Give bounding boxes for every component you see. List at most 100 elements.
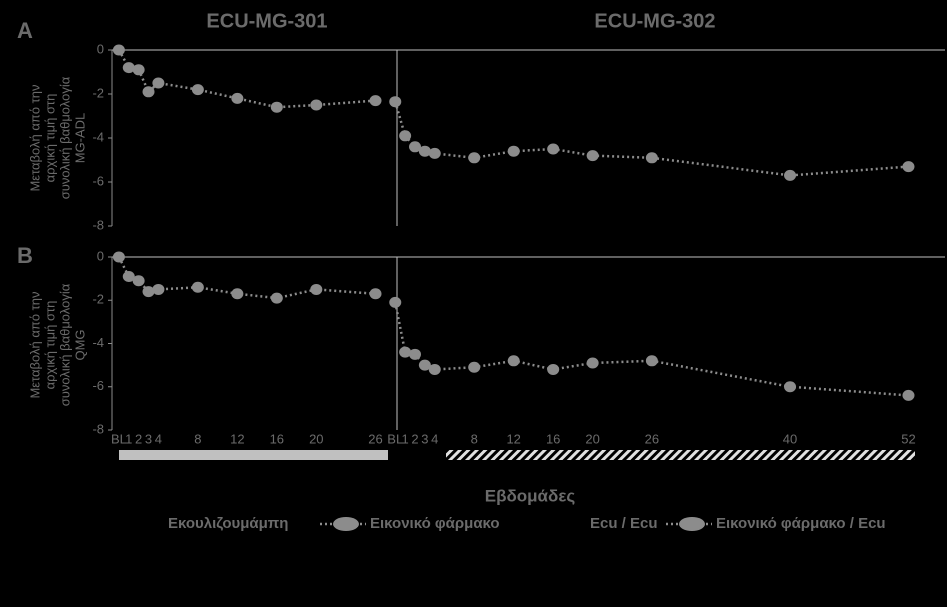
data-point (369, 95, 382, 107)
data-point (132, 64, 145, 76)
data-point (547, 143, 560, 155)
x-tick-label: 26 (368, 431, 382, 446)
x-tick-label: 40 (783, 431, 797, 446)
x-tick-label: 12 (230, 431, 244, 446)
data-point (191, 84, 204, 96)
data-point (310, 99, 323, 111)
data-point (418, 359, 431, 371)
y-tick-label: 0 (97, 41, 104, 56)
x-tick-label: 1 (402, 431, 409, 446)
data-point (122, 62, 135, 74)
data-point (231, 92, 244, 104)
data-point (428, 147, 441, 159)
data-point (142, 286, 155, 298)
data-point (152, 283, 165, 295)
data-point (547, 363, 560, 375)
data-point (468, 152, 481, 164)
period-bar (446, 450, 915, 460)
x-tick-label: 8 (194, 431, 201, 446)
y-tick-label: -4 (92, 129, 104, 144)
x-tick-label: 2 (411, 431, 418, 446)
data-point (784, 169, 797, 181)
x-tick-label: 4 (155, 431, 162, 446)
legend-label: Ecu / Ecu (590, 515, 658, 532)
data-point (142, 86, 155, 98)
series-line (394, 101, 909, 177)
x-axis-label: Εβδομάδες (485, 486, 576, 505)
data-point (152, 77, 165, 89)
y-axis-label: QMG (72, 329, 87, 360)
x-tick-label: 52 (901, 431, 915, 446)
data-point (784, 381, 797, 393)
legend-marker (333, 517, 359, 531)
y-tick-label: -6 (92, 173, 104, 188)
data-point (270, 101, 283, 113)
panel-label: A (17, 18, 33, 43)
data-point (369, 288, 382, 300)
x-tick-label: 8 (471, 431, 478, 446)
y-axis-label: MG-ADL (72, 113, 87, 164)
y-axis-label: Μεταβολή από την (27, 84, 42, 191)
x-tick-label: 16 (270, 431, 284, 446)
data-point (191, 281, 204, 293)
period-bar (119, 450, 388, 460)
y-tick-label: -2 (92, 85, 104, 100)
data-point (112, 44, 125, 56)
y-tick-label: -8 (92, 421, 104, 436)
y-axis-label: συνολική βαθμολογία (57, 283, 72, 406)
x-tick-label: 26 (645, 431, 659, 446)
x-tick-label: 16 (546, 431, 560, 446)
legend-label: Εκουλιζουμάμπη (168, 515, 288, 532)
series-line (117, 256, 376, 300)
x-tick-label: 20 (585, 431, 599, 446)
data-point (645, 355, 658, 367)
data-point (112, 251, 125, 263)
x-tick-label: 1 (125, 431, 132, 446)
data-point (902, 161, 915, 173)
data-point (389, 96, 402, 108)
x-tick-label: 3 (145, 431, 152, 446)
series-line (394, 302, 909, 397)
x-tick-label: BL (387, 431, 403, 446)
data-point (428, 363, 441, 375)
y-axis-label: συνολική βαθμολογία (57, 76, 72, 199)
data-point (586, 357, 599, 369)
y-axis-label: Μεταβολή από την (27, 291, 42, 398)
data-point (122, 270, 135, 282)
legend-marker (679, 517, 705, 531)
x-tick-label: 4 (431, 431, 438, 446)
data-point (132, 275, 145, 287)
x-tick-label: BL (111, 431, 127, 446)
data-point (408, 141, 421, 153)
data-point (507, 145, 520, 157)
data-point (408, 348, 421, 360)
x-tick-label: 12 (506, 431, 520, 446)
y-axis-label: αρχική τιμή στη (42, 94, 57, 183)
y-axis-label: αρχική τιμή στη (42, 301, 57, 390)
study-header: ECU-MG-302 (594, 10, 715, 32)
data-point (310, 283, 323, 295)
data-point (270, 292, 283, 304)
panel-label: B (17, 243, 33, 268)
y-tick-label: -8 (92, 217, 104, 232)
data-point (645, 152, 658, 164)
data-point (586, 150, 599, 162)
x-tick-label: 20 (309, 431, 323, 446)
data-point (399, 346, 412, 358)
x-tick-label: 2 (135, 431, 142, 446)
data-point (468, 361, 481, 373)
data-point (418, 145, 431, 157)
data-point (399, 130, 412, 142)
data-point (902, 389, 915, 401)
legend-label: Εικονικό φάρμακο (370, 515, 500, 532)
data-point (507, 355, 520, 367)
legend-label: Εικονικό φάρμακο / Ecu (716, 515, 886, 532)
y-tick-label: -2 (92, 292, 104, 307)
y-tick-label: -4 (92, 335, 104, 350)
data-point (389, 296, 402, 308)
x-tick-label: 3 (421, 431, 428, 446)
y-tick-label: -6 (92, 378, 104, 393)
study-header: ECU-MG-301 (206, 10, 327, 32)
